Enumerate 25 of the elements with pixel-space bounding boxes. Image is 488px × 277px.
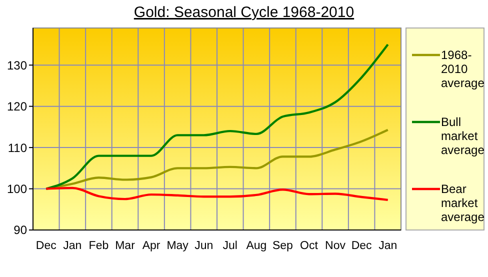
x-tick-label: Sep: [272, 240, 293, 252]
x-tick-label: Apr: [142, 240, 160, 252]
x-tick-label: Nov: [325, 240, 346, 252]
x-tick-label: Dec: [36, 240, 57, 252]
y-tick-label: 100: [6, 182, 28, 196]
x-tick-label: May: [166, 240, 189, 252]
legend-label: Bull market average: [441, 115, 485, 158]
chart-title: Gold: Seasonal Cycle 1968-2010: [134, 4, 354, 21]
y-tick-label: 120: [6, 100, 28, 114]
y-tick-label: 110: [8, 140, 28, 155]
line-series: [45, 186, 389, 202]
x-tick-label: Jul: [222, 240, 238, 252]
y-tick-label: 130: [6, 58, 28, 72]
x-tick-label: Jan: [378, 240, 398, 252]
x-tick-label: Jan: [63, 240, 82, 252]
x-tick-label: Jun: [194, 240, 214, 252]
line-series: [45, 43, 389, 190]
x-tick-label: Feb: [88, 240, 109, 252]
y-tick-label: 90: [14, 223, 28, 238]
legend-label: Bear market average: [441, 182, 485, 224]
x-tick-label: Dec: [351, 240, 372, 252]
legend-label: 1968-2010 average: [441, 48, 485, 90]
x-tick-label: Aug: [246, 240, 267, 252]
x-tick-label: Oct: [300, 240, 319, 252]
x-tick-label: Mar: [115, 240, 136, 252]
